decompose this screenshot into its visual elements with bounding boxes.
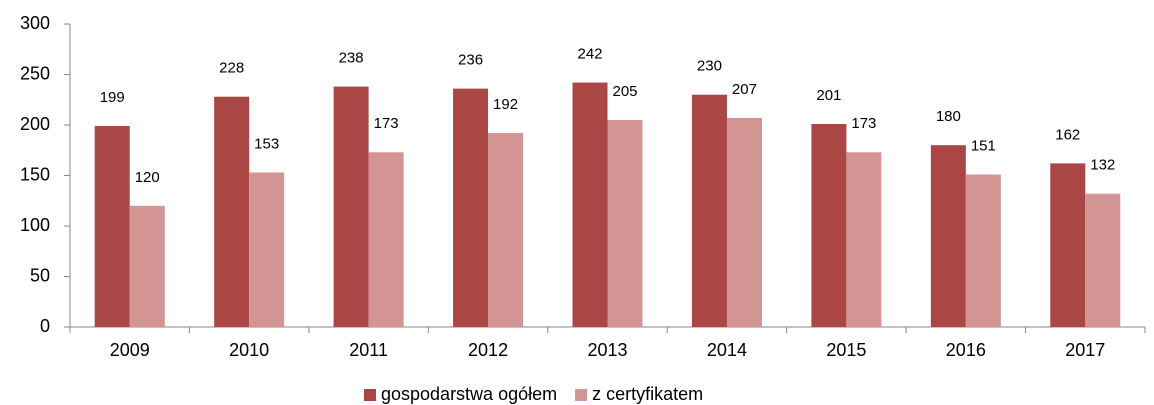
x-tick-label: 2010 bbox=[229, 340, 269, 360]
bar bbox=[607, 119, 643, 327]
bar bbox=[965, 174, 1001, 327]
x-tick-label: 2012 bbox=[468, 340, 508, 360]
bar bbox=[846, 152, 882, 327]
data-label: 199 bbox=[100, 89, 125, 106]
data-label: 228 bbox=[219, 60, 244, 77]
y-tick-label: 50 bbox=[30, 265, 50, 285]
data-label: 242 bbox=[577, 46, 602, 63]
bar bbox=[930, 145, 966, 327]
bar bbox=[691, 94, 727, 327]
data-label: 236 bbox=[458, 52, 483, 69]
data-label: 238 bbox=[339, 50, 364, 67]
data-label: 162 bbox=[1055, 126, 1080, 143]
x-tick-label: 2013 bbox=[587, 340, 627, 360]
x-tick-label: 2011 bbox=[349, 340, 388, 360]
x-tick-label: 2016 bbox=[946, 340, 986, 360]
data-label: 207 bbox=[732, 81, 757, 98]
bar bbox=[249, 172, 285, 327]
data-label: 230 bbox=[697, 58, 722, 75]
data-label: 120 bbox=[135, 169, 160, 186]
bar bbox=[1050, 163, 1086, 327]
legend-label: z certyfikatem bbox=[592, 384, 703, 404]
bar bbox=[1085, 193, 1121, 327]
data-label: 201 bbox=[816, 87, 841, 104]
x-tick-label: 2017 bbox=[1065, 340, 1105, 360]
legend-label: gospodarstwa ogółem bbox=[381, 384, 557, 404]
x-tick-label: 2014 bbox=[707, 340, 747, 360]
data-label: 205 bbox=[612, 83, 637, 100]
bar bbox=[94, 126, 130, 327]
bar bbox=[333, 86, 369, 328]
bar bbox=[811, 123, 847, 328]
y-tick-label: 250 bbox=[20, 63, 50, 83]
bar bbox=[488, 133, 524, 327]
x-tick-label: 2009 bbox=[110, 340, 150, 360]
data-label: 192 bbox=[493, 96, 518, 113]
data-label: 151 bbox=[971, 137, 996, 154]
y-tick-label: 0 bbox=[40, 316, 50, 336]
legend-swatch bbox=[364, 389, 376, 401]
y-tick-label: 300 bbox=[20, 13, 50, 33]
bar bbox=[129, 205, 165, 327]
bar bbox=[572, 82, 608, 327]
data-label: 153 bbox=[254, 135, 279, 152]
data-label: 173 bbox=[851, 115, 876, 132]
bar bbox=[368, 152, 404, 327]
x-tick-label: 2015 bbox=[826, 340, 866, 360]
bar bbox=[453, 88, 489, 327]
y-tick-label: 100 bbox=[20, 215, 50, 235]
data-label: 180 bbox=[936, 108, 961, 125]
data-label: 132 bbox=[1090, 157, 1115, 174]
bar bbox=[214, 96, 250, 327]
y-tick-label: 200 bbox=[20, 114, 50, 134]
bar bbox=[726, 117, 762, 328]
legend-swatch bbox=[575, 389, 588, 401]
data-label: 173 bbox=[374, 115, 399, 132]
y-tick-label: 150 bbox=[20, 164, 50, 184]
